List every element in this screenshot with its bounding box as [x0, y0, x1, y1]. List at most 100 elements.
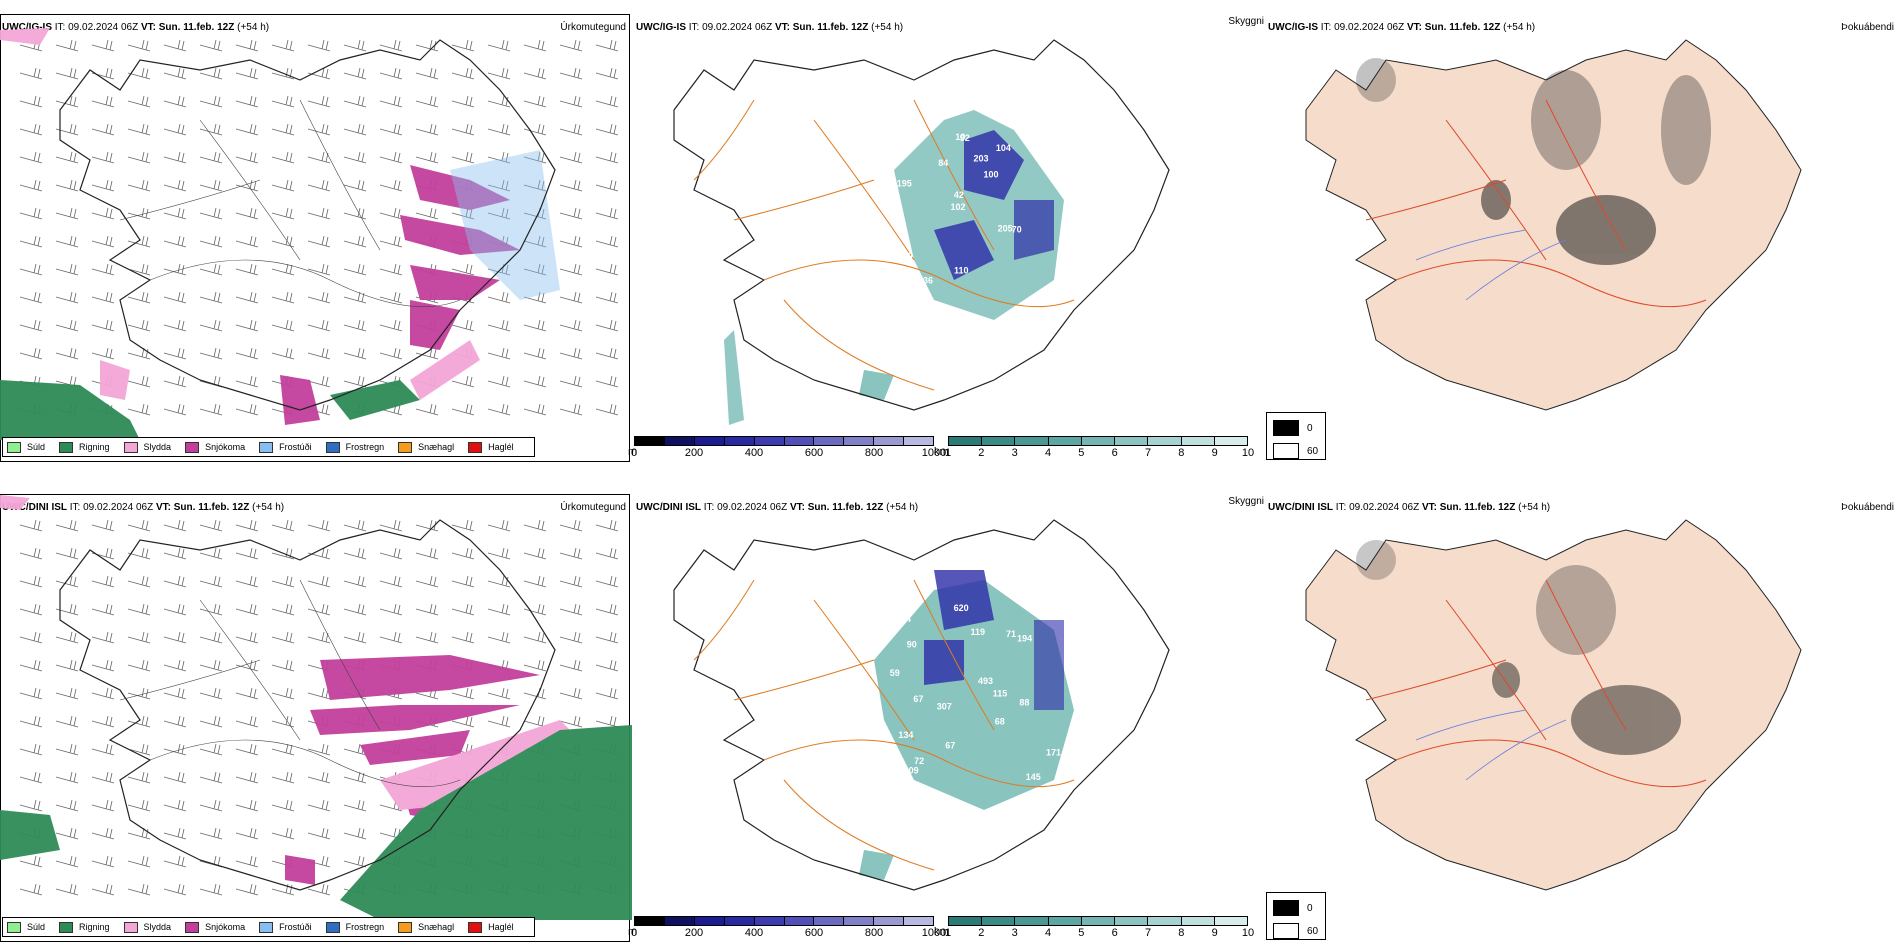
wind-barb	[559, 67, 583, 80]
wind-barb	[379, 39, 403, 52]
wind-barb	[127, 39, 151, 52]
cloud-value-label: 84	[906, 298, 916, 308]
wind-barb	[523, 263, 547, 276]
wind-barb	[163, 375, 187, 388]
fog-legend: 0 60	[1266, 892, 1326, 940]
wind-barb	[343, 827, 367, 840]
panel-title: Skyggni	[1228, 496, 1264, 507]
wind-barb	[163, 771, 187, 784]
wind-barb	[91, 207, 115, 220]
wind-barb	[19, 575, 43, 588]
colorbar-tick-label: 7	[1144, 927, 1152, 939]
wind-barb	[271, 575, 295, 588]
fog-shading	[1356, 58, 1711, 265]
wind-barb	[451, 319, 475, 332]
wind-barb	[235, 631, 259, 644]
wind-barb	[19, 151, 43, 164]
wind-barb	[523, 631, 547, 644]
wind-barb	[55, 95, 79, 108]
colorbar-tick-label: 3	[1011, 447, 1018, 459]
wind-barb	[55, 827, 79, 840]
colorbar-swatch	[1081, 437, 1116, 445]
colorbar-swatch	[844, 437, 875, 445]
cloud-panel: UWC/DINI ISL IT: 09.02.2024 06Z VT: Sun.…	[628, 480, 1264, 950]
wind-barb	[91, 771, 115, 784]
wind-barb	[307, 39, 331, 52]
wind-barb	[235, 547, 259, 560]
wind-barb	[379, 235, 403, 248]
legend-item: Snjókoma	[185, 921, 245, 933]
wind-barb	[127, 743, 151, 756]
wind-barb	[379, 603, 403, 616]
wind-barb	[271, 263, 295, 276]
wind-barb	[235, 347, 259, 360]
cloud-value-label: 104	[996, 143, 1011, 153]
wind-barb	[55, 151, 79, 164]
wind-barb	[271, 631, 295, 644]
wind-barb	[271, 347, 295, 360]
colorbar-height: 0 200 400 600 800 1000 m	[628, 436, 946, 461]
wind-barb	[199, 743, 223, 756]
wind-barb	[343, 39, 367, 52]
wind-barb	[127, 575, 151, 588]
wind-barb	[91, 123, 115, 136]
wind-barb	[307, 291, 331, 304]
wind-barb	[19, 799, 43, 812]
wind-barb	[487, 575, 511, 588]
wind-barb	[163, 827, 187, 840]
wind-barb	[595, 263, 619, 276]
colorbar-height-ticks: 0 200 400 600 800 1000	[631, 447, 946, 461]
cloud-value-label: 240	[956, 101, 971, 111]
fog-legend-item: 60	[1273, 923, 1325, 939]
fog-legend-item: 60	[1273, 443, 1325, 459]
wind-barb	[271, 291, 295, 304]
colorbar-visibility-swatches	[948, 436, 1248, 446]
wind-barb	[55, 715, 79, 728]
iceland-land	[1305, 39, 1802, 411]
wind-barb	[415, 151, 439, 164]
wind-barb	[343, 575, 367, 588]
wind-barb	[91, 799, 115, 812]
wind-barb	[235, 151, 259, 164]
wind-barb	[235, 179, 259, 192]
wind-barb	[163, 235, 187, 248]
wind-barb	[163, 715, 187, 728]
precip-areas	[0, 28, 560, 440]
colorbar-height-swatches	[634, 916, 934, 926]
legend-item: Haglél	[468, 441, 514, 453]
colorbar-swatch	[814, 917, 845, 925]
cloud-panel: UWC/IG-IS IT: 09.02.2024 06Z VT: Sun. 11…	[628, 0, 1264, 470]
wind-barb	[487, 67, 511, 80]
wind-barb	[307, 179, 331, 192]
wind-barb	[343, 179, 367, 192]
wind-barb	[91, 235, 115, 248]
roads	[693, 99, 1075, 391]
fog-rivers	[1415, 229, 1567, 301]
panel-title: Úrkomutegund	[560, 22, 626, 33]
cloud-value-label: 68	[995, 717, 1005, 727]
colorbar-tick-label: 8	[1178, 927, 1185, 939]
wind-barb	[595, 123, 619, 136]
legend-item: Slydda	[123, 921, 171, 933]
wind-barb	[343, 547, 367, 560]
wind-barb	[91, 687, 115, 700]
colorbar-tick-label: 10	[1241, 927, 1255, 939]
wind-barb	[163, 855, 187, 868]
colorbar-unit: km	[934, 446, 949, 458]
wind-barb	[595, 319, 619, 332]
colorbar-unit: m	[628, 926, 638, 938]
wind-barb	[91, 291, 115, 304]
colorbar-swatch	[1048, 437, 1082, 445]
wind-barb	[127, 319, 151, 332]
wind-barb	[163, 207, 187, 220]
wind-barb	[307, 375, 331, 388]
wind-barb	[559, 575, 583, 588]
wind-barb	[235, 375, 259, 388]
wind-barb	[379, 575, 403, 588]
wind-barb	[199, 403, 223, 416]
colorbar-swatch	[724, 917, 755, 925]
cloud-value-label: 134	[898, 730, 913, 740]
wind-barb	[127, 207, 151, 220]
wind-barb	[307, 235, 331, 248]
colorbar-swatch	[874, 437, 905, 445]
